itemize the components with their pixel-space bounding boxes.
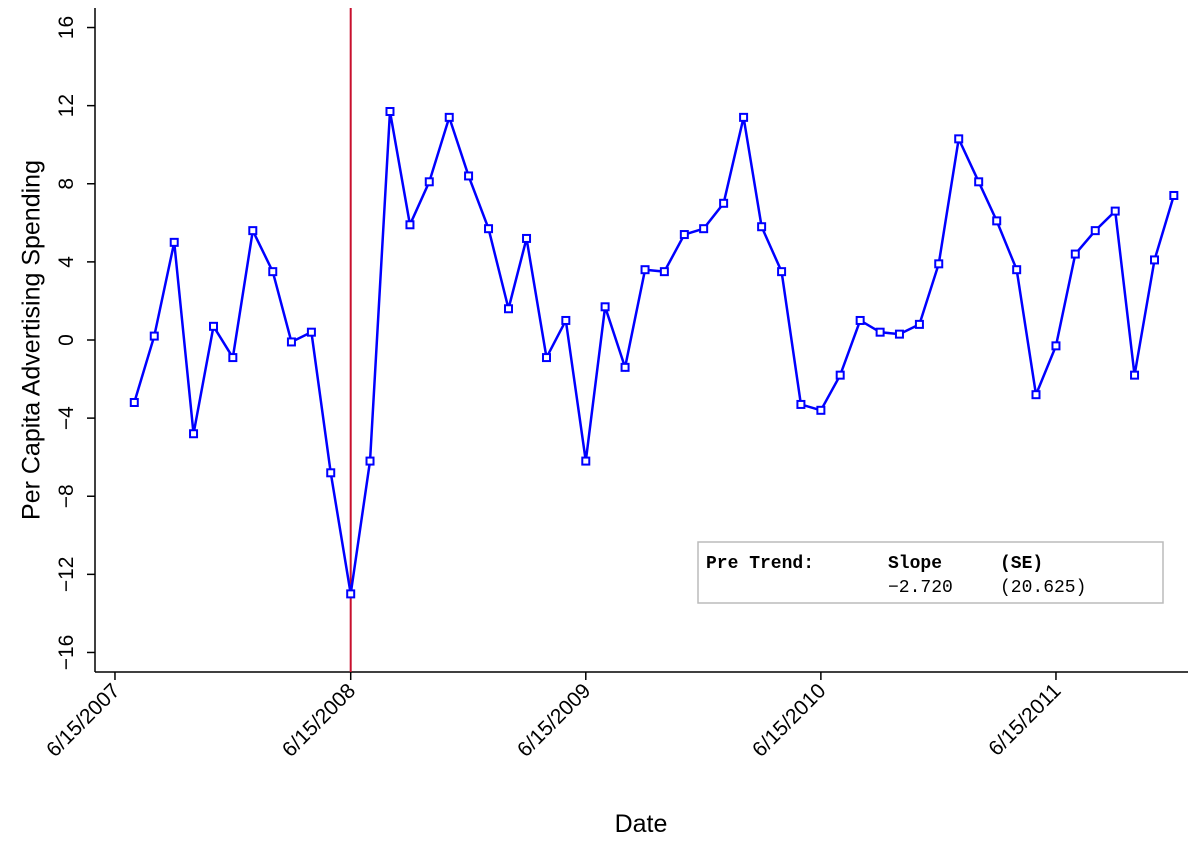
marker: [522, 233, 532, 243]
marker: [541, 353, 551, 363]
x-tick-label: 6/15/2009: [513, 679, 595, 761]
marker: [189, 429, 199, 439]
marker: [1150, 255, 1160, 265]
marker: [894, 329, 904, 339]
marker: [365, 456, 375, 466]
marker: [464, 171, 474, 181]
marker: [581, 456, 591, 466]
marker: [405, 220, 415, 230]
annotation-value: (20.625): [1000, 578, 1086, 598]
marker: [286, 337, 296, 347]
y-tick-label: −4: [55, 406, 78, 430]
marker: [169, 237, 179, 247]
marker: [149, 331, 159, 341]
marker: [326, 468, 336, 478]
y-axis-label: Per Capita Advertising Spending: [18, 160, 46, 520]
marker: [855, 315, 865, 325]
marker: [600, 302, 610, 312]
marker: [739, 112, 749, 122]
marker: [954, 134, 964, 144]
annotation-header: Slope: [888, 554, 942, 574]
marker: [346, 589, 356, 599]
marker: [1051, 341, 1061, 351]
marker: [385, 107, 395, 117]
annotation-title: Pre Trend:: [706, 554, 814, 574]
marker: [268, 267, 278, 277]
marker: [306, 327, 316, 337]
x-tick-label: 6/15/2010: [748, 679, 830, 761]
y-tick-label: −8: [55, 484, 78, 508]
annotation-value: −2.720: [888, 578, 953, 598]
marker: [835, 370, 845, 380]
marker: [1110, 206, 1120, 216]
marker: [974, 177, 984, 187]
marker: [1130, 370, 1140, 380]
y-tick-label: 4: [55, 256, 78, 268]
marker: [816, 405, 826, 415]
x-axis-label: Date: [615, 810, 668, 838]
marker: [914, 319, 924, 329]
annotation-box: [697, 541, 1164, 604]
y-tick-label: 8: [55, 178, 78, 190]
marker: [1031, 390, 1041, 400]
marker: [1169, 190, 1179, 200]
marker: [992, 216, 1002, 226]
x-tick-label: 6/15/2008: [278, 679, 360, 761]
marker: [659, 267, 669, 277]
marker: [757, 222, 767, 232]
y-tick-label: 16: [55, 16, 78, 39]
y-tick-label: 0: [55, 334, 78, 346]
marker: [875, 327, 885, 337]
marker: [934, 259, 944, 269]
y-tick-label: −16: [55, 635, 78, 671]
marker: [796, 399, 806, 409]
y-tick-label: 12: [55, 94, 78, 117]
x-tick-label: 6/15/2011: [984, 679, 1065, 760]
annotation-header: (SE): [1000, 554, 1043, 574]
marker: [129, 397, 139, 407]
marker: [1012, 265, 1022, 275]
marker: [699, 224, 709, 234]
x-tick-label: 6/15/2007: [42, 679, 124, 761]
marker: [1090, 226, 1100, 236]
marker: [228, 353, 238, 363]
marker: [679, 230, 689, 240]
marker: [424, 177, 434, 187]
marker: [777, 267, 787, 277]
marker: [640, 265, 650, 275]
marker: [561, 315, 571, 325]
marker: [484, 224, 494, 234]
line: [133, 111, 1176, 595]
y-tick-label: −12: [55, 557, 78, 593]
marker: [444, 112, 454, 122]
marker: [1070, 249, 1080, 259]
marker: [719, 198, 729, 208]
marker: [620, 362, 630, 372]
marker: [209, 321, 219, 331]
marker: [248, 226, 258, 236]
marker: [503, 304, 513, 314]
